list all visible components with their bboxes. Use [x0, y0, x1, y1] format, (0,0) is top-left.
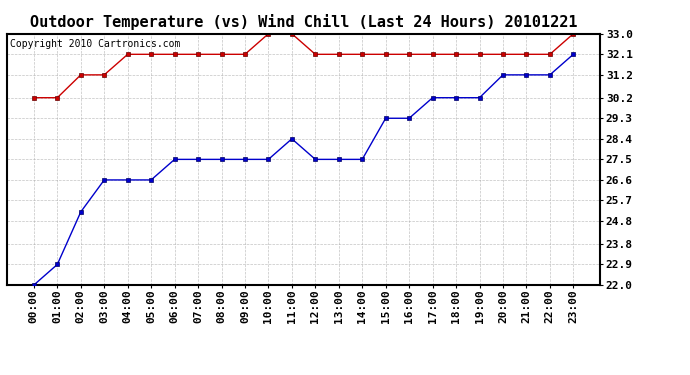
Text: Copyright 2010 Cartronics.com: Copyright 2010 Cartronics.com: [10, 39, 180, 49]
Title: Outdoor Temperature (vs) Wind Chill (Last 24 Hours) 20101221: Outdoor Temperature (vs) Wind Chill (Las…: [30, 14, 578, 30]
